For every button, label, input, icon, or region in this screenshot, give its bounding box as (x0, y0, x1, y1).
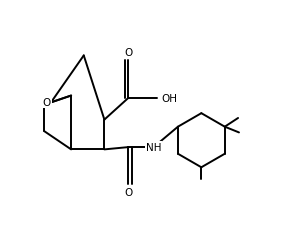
Text: O: O (43, 98, 51, 108)
Text: O: O (124, 187, 133, 197)
Text: O: O (124, 48, 133, 58)
Text: OH: OH (161, 93, 177, 103)
Text: NH: NH (146, 143, 162, 152)
